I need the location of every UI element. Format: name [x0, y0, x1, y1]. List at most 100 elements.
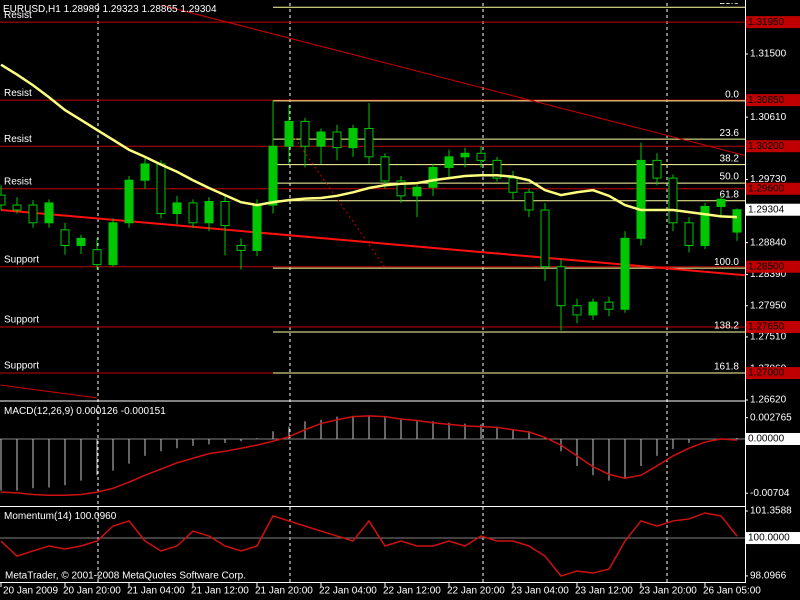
y-tick-label: 100.0000 — [748, 533, 790, 544]
candle-body — [668, 177, 678, 224]
candle-body — [252, 204, 262, 251]
candle-body — [0, 194, 6, 206]
main-plot: Resist Resist Resist Resist Support Support Su… — [0, 0, 745, 399]
candle-body — [300, 120, 310, 147]
macd-value: 0.000126 — [76, 406, 118, 417]
candle-body — [492, 159, 502, 179]
y-tick-label: 1.28840 — [750, 237, 787, 248]
candle-body — [412, 186, 422, 197]
candle-body — [284, 120, 294, 147]
fib-label: 23.6 — [720, 0, 740, 7]
y-tick-label: 1.27510 — [750, 332, 787, 343]
macd-signal — [0, 415, 738, 496]
candle-body — [604, 301, 614, 310]
macd-title: MACD(12,26,9) — [4, 406, 73, 417]
candle-body — [524, 191, 534, 211]
candle-body — [556, 266, 566, 307]
candle-body — [476, 152, 486, 161]
fib-label: 161.8 — [714, 362, 739, 373]
y-tick-label: 1.28390 — [750, 269, 787, 280]
candle-body — [28, 204, 38, 224]
level-box — [746, 320, 800, 333]
momentum-value: 100.0960 — [75, 511, 117, 522]
candle-body — [156, 163, 166, 215]
candle-body — [220, 201, 230, 227]
candle-body — [652, 159, 662, 179]
level-label: Resist — [4, 10, 32, 21]
ohlc-value: 1.29323 — [103, 4, 140, 15]
panel-borders — [0, 0, 746, 583]
candle-body — [188, 202, 198, 224]
x-tick-label: 23 Jan 04:00 — [511, 586, 569, 597]
level-label: Resist — [4, 88, 32, 99]
moving-average — [0, 63, 738, 219]
candle-body — [380, 156, 390, 182]
candle-body — [588, 301, 598, 316]
y-tick-label: 0.00000 — [748, 434, 785, 445]
candle-body — [444, 156, 454, 168]
candle-body — [268, 145, 278, 206]
candle-body — [684, 222, 694, 246]
x-tick-label: 22 Jan 04:00 — [319, 586, 377, 597]
level-value: 1.29600 — [748, 183, 785, 194]
y-tick-label: 101.3588 — [750, 506, 792, 517]
candle-body — [716, 198, 726, 207]
level-value: 1.30850 — [748, 95, 785, 106]
fib-label: 61.8 — [720, 189, 740, 200]
level-label: Support — [4, 254, 39, 265]
level-box — [746, 432, 800, 445]
candle-body — [732, 209, 742, 233]
x-tick-label: 22 Jan 12:00 — [383, 586, 441, 597]
candle-body — [316, 131, 326, 147]
candle-body — [700, 205, 710, 246]
level-value: 1.31950 — [748, 17, 785, 28]
level-box — [746, 367, 800, 380]
level-box — [746, 16, 800, 29]
level-label: Resist — [4, 176, 32, 187]
candle-body — [140, 163, 150, 181]
x-tick-label: 22 Jan 20:00 — [447, 586, 505, 597]
watermark: MetaTrader, © 2001-2008 MetaQuotes Softw… — [5, 571, 246, 582]
y-tick-label: 98.0966 — [750, 571, 787, 582]
macd-header: MACD(12,26,9) 0.000126 -0.000151 — [4, 406, 166, 417]
fib-label: 100.0 — [714, 257, 739, 268]
candle-body — [236, 244, 246, 251]
candle-body — [108, 222, 118, 266]
candle-body — [364, 127, 374, 158]
level-box — [746, 532, 800, 545]
x-tick-label: 21 Jan 04:00 — [127, 586, 185, 597]
symbol-title: EURUSD,H1 — [3, 4, 61, 15]
x-tick-label: 26 Jan 05:00 — [703, 586, 761, 597]
level-value: 1.27650 — [748, 322, 785, 333]
trendline — [160, 4, 745, 157]
fib-label: 0.0 — [725, 89, 739, 100]
y-tick-label: 1.30610 — [750, 112, 787, 123]
level-box — [746, 260, 800, 273]
y-tick-label: 1.27950 — [750, 300, 787, 311]
level-box — [746, 140, 800, 153]
x-tick-label: 20 Jan 2009 — [3, 586, 58, 597]
fib-label: 138.2 — [714, 321, 739, 332]
candle-body — [60, 229, 70, 246]
candle-body — [572, 305, 582, 316]
candle-body — [76, 237, 86, 246]
trendline — [0, 384, 98, 399]
y-tick-label: -0.00704 — [750, 488, 790, 499]
candle-body — [636, 159, 646, 239]
level-label: Support — [4, 315, 39, 326]
day-separators — [97, 3, 668, 582]
momentum-header: Momentum(14) 100.0960 — [4, 511, 117, 522]
candle-body — [172, 202, 182, 215]
candle-body — [44, 202, 54, 224]
level-box — [746, 94, 800, 107]
x-tick-label: 21 Jan 12:00 — [191, 586, 249, 597]
candle-body — [620, 237, 630, 310]
level-value: 1.27000 — [748, 368, 785, 379]
level-value: 1.30200 — [748, 141, 785, 152]
macd-plot — [0, 415, 745, 496]
x-tick-label: 20 Jan 20:00 — [63, 586, 121, 597]
candle-body — [348, 127, 358, 149]
candle-body — [92, 249, 102, 266]
